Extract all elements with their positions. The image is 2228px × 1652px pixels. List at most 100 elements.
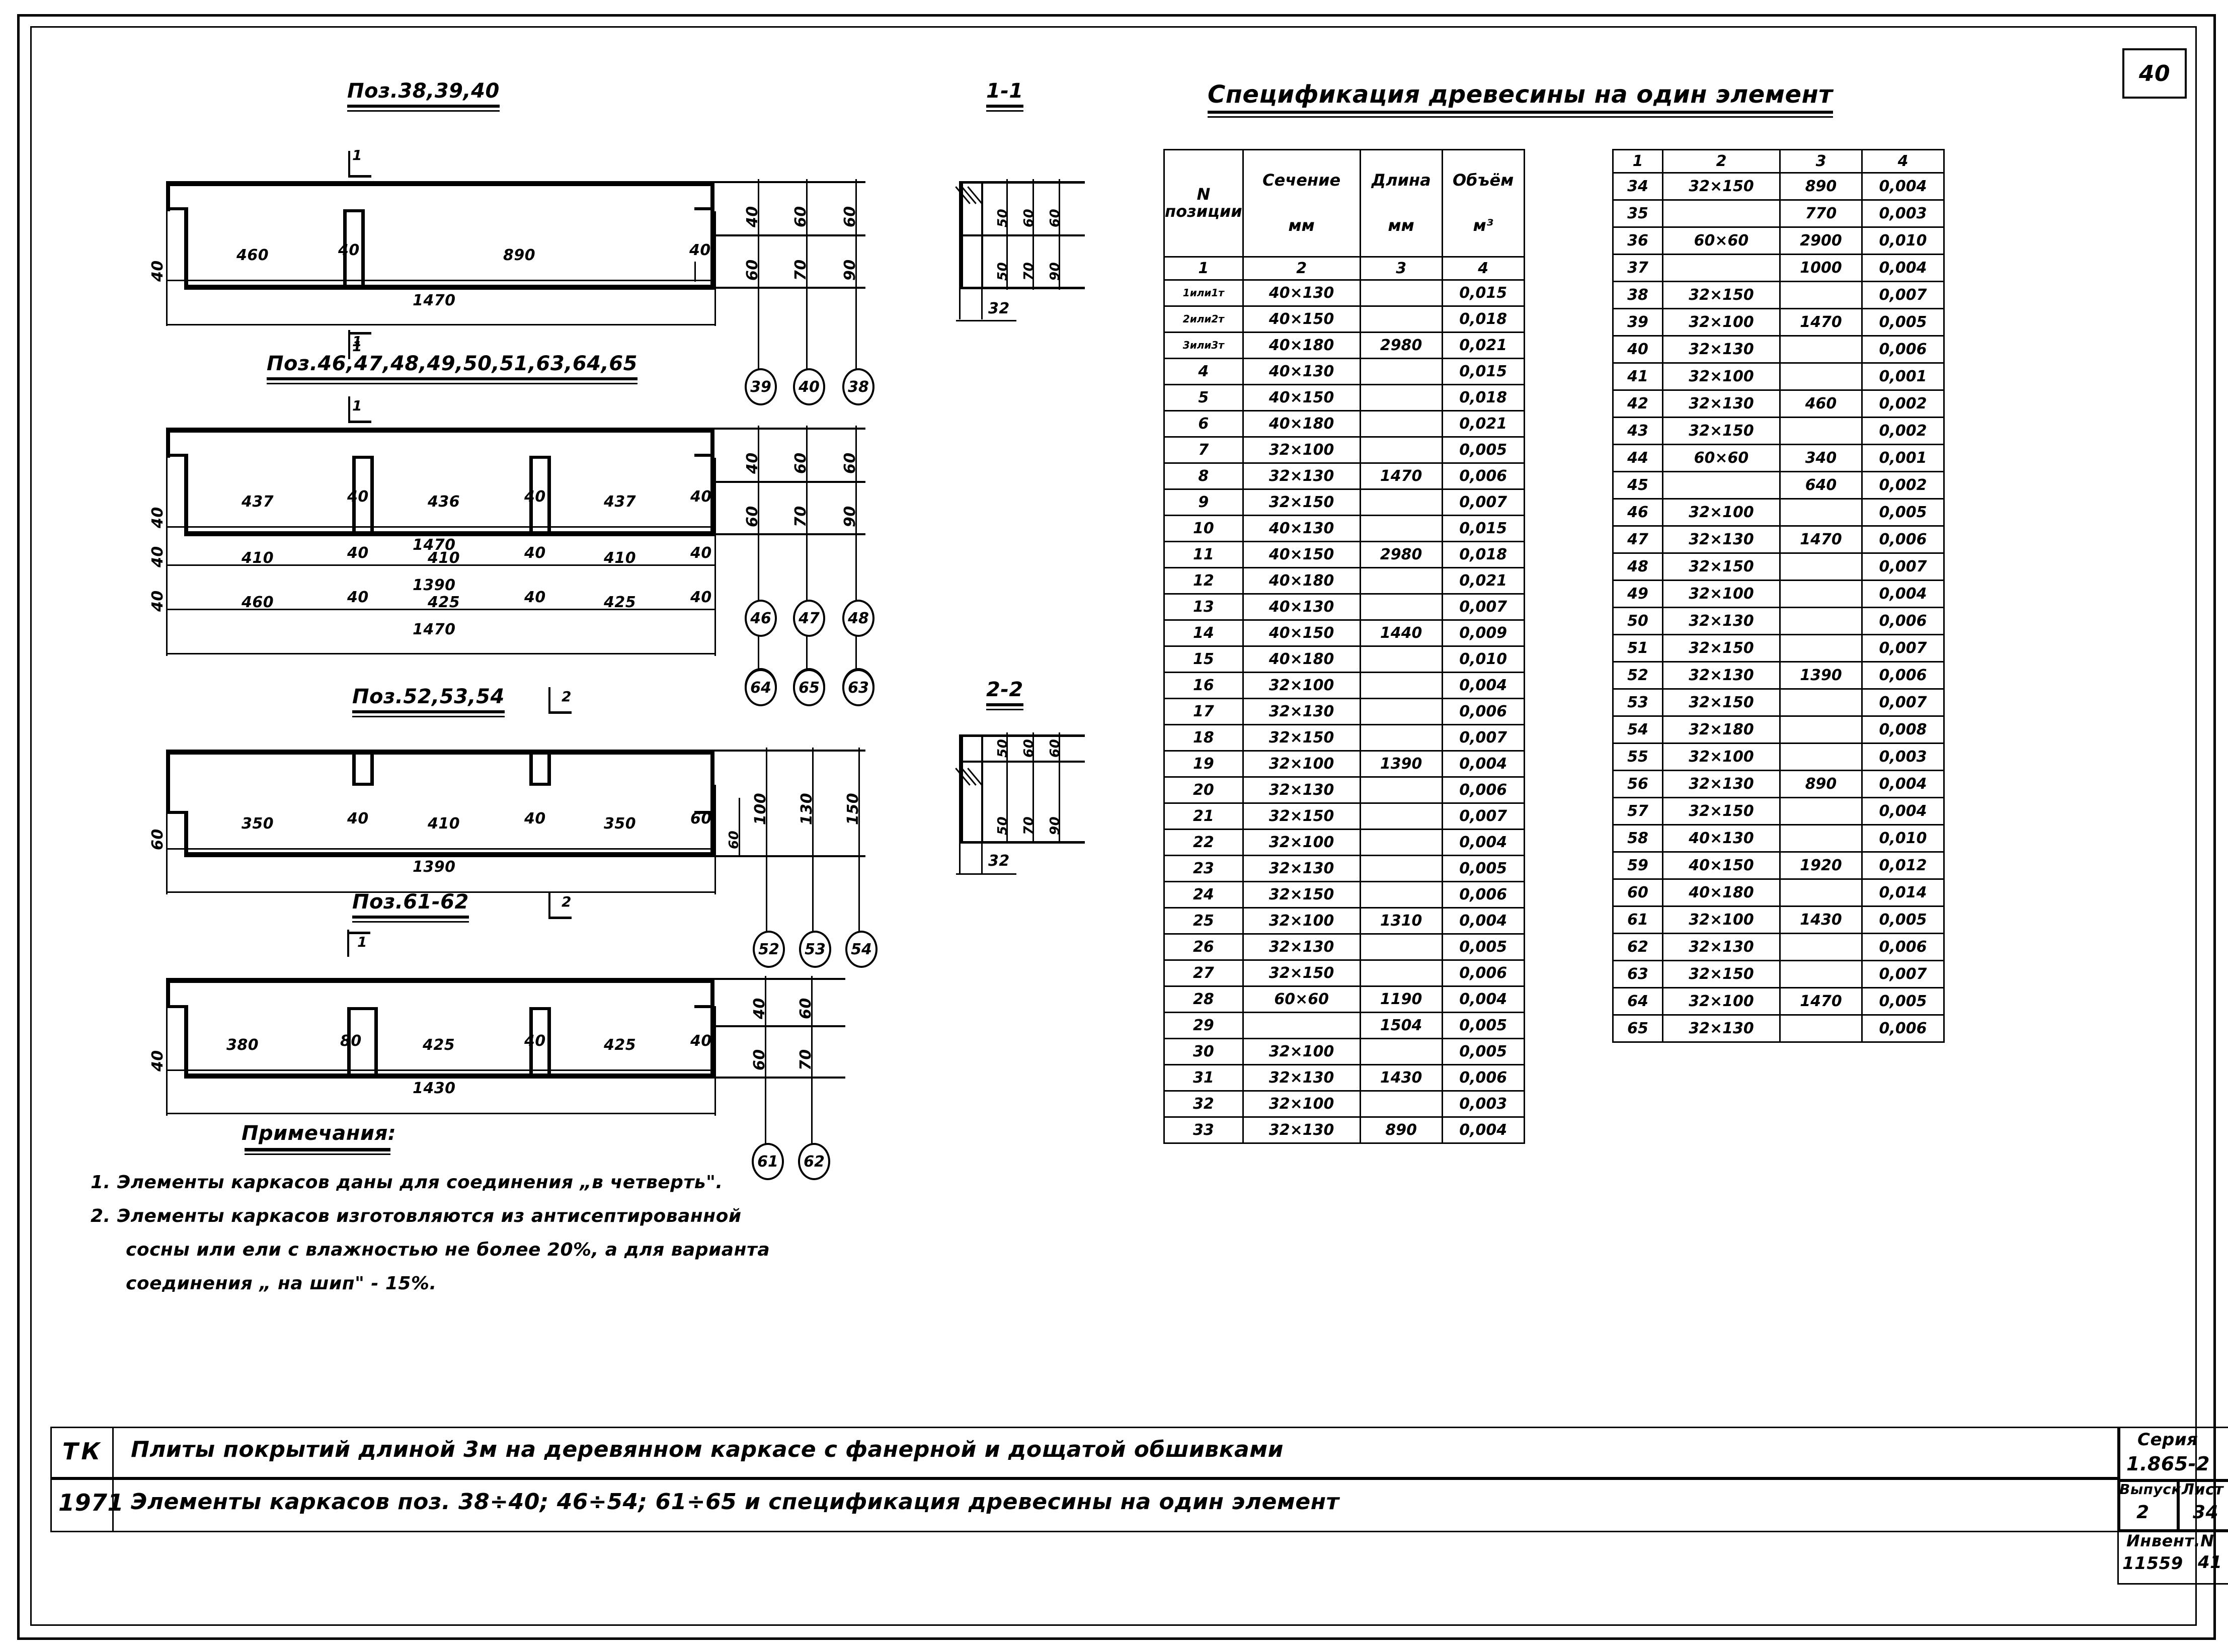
cell-section: 40×180 xyxy=(1662,878,1781,907)
cell-section: 32×150 xyxy=(1242,802,1361,830)
cell-section xyxy=(1662,199,1781,228)
cell-section: 32×130 xyxy=(1662,933,1781,961)
drawing-4-section-mark-top: 2 xyxy=(562,893,572,910)
table-row: 49 32×100 0,004 xyxy=(1612,580,1945,608)
drawing-4-title: Поз.61-62 xyxy=(352,890,469,923)
cell-volume: 0,008 xyxy=(1861,715,1945,744)
cell-pos: 24 xyxy=(1163,881,1244,908)
table-row: 57 32×150 0,004 xyxy=(1612,797,1945,825)
cell-volume: 0,010 xyxy=(1861,226,1945,255)
cell-pos: 56 xyxy=(1612,770,1663,798)
table-row: 52 32×130 1390 0,006 xyxy=(1612,661,1945,690)
spec-table-left: N позиции Сечение мм Длина мм Объём м³ 1… xyxy=(1163,149,1525,1144)
title-block: ТК 1971 Плиты покрытий длиной 3м на дере… xyxy=(50,1427,2228,1593)
table-row: 1или1т 40×130 0,015 xyxy=(1163,279,1525,307)
col-num: 2 xyxy=(1242,256,1361,281)
cell-volume: 0,007 xyxy=(1861,960,1945,988)
cell-volume: 0,007 xyxy=(1861,634,1945,663)
drawing-2-section-mark-bottom: 1 xyxy=(352,397,362,414)
table-row: 48 32×150 0,007 xyxy=(1612,552,1945,581)
table-row: 25 32×100 1310 0,004 xyxy=(1163,907,1525,935)
cell-pos: 58 xyxy=(1612,824,1663,853)
cell-pos: 23 xyxy=(1163,855,1244,882)
balloon: 63 xyxy=(842,669,874,706)
cell-section: 32×130 xyxy=(1242,462,1361,490)
balloon: 62 xyxy=(798,1143,830,1180)
cell-section: 32×130 xyxy=(1662,525,1781,554)
cell-section: 40×150 xyxy=(1242,619,1361,647)
section-1-1-title: 1-1 xyxy=(986,79,1023,112)
cell-volume: 0,002 xyxy=(1861,389,1945,418)
drawing-2-section-mark-top: 1 xyxy=(352,338,362,355)
cell-length xyxy=(1359,672,1443,699)
cell-pos: 12 xyxy=(1163,567,1244,595)
cell-volume: 0,004 xyxy=(1441,907,1525,935)
cell-section: 32×100 xyxy=(1662,580,1781,608)
cell-pos: 49 xyxy=(1612,580,1663,608)
cell-volume: 0,005 xyxy=(1861,498,1945,527)
cell-section: 32×150 xyxy=(1662,281,1781,309)
table-row: 8 32×130 1470 0,006 xyxy=(1163,462,1525,490)
cell-section xyxy=(1662,254,1781,282)
cell-section: 32×100 xyxy=(1662,362,1781,391)
cell-section: 32×150 xyxy=(1662,960,1781,988)
cell-length xyxy=(1359,829,1443,856)
table-row: 35 770 0,003 xyxy=(1612,199,1945,228)
table-row: 13 40×130 0,007 xyxy=(1163,593,1525,621)
cell-volume: 0,018 xyxy=(1441,541,1525,568)
inventory-label: Инвент.N xyxy=(2126,1531,2214,1550)
cell-length xyxy=(1779,362,1863,391)
cell-pos: 25 xyxy=(1163,907,1244,935)
table-row: 61 32×100 1430 0,005 xyxy=(1612,905,1945,934)
cell-section: 32×150 xyxy=(1662,634,1781,663)
table-row: 22 32×100 0,004 xyxy=(1163,829,1525,856)
table-row: 7 32×100 0,005 xyxy=(1163,436,1525,464)
cell-section: 32×150 xyxy=(1242,488,1361,516)
cell-pos: 42 xyxy=(1612,389,1663,418)
cell-volume: 0,004 xyxy=(1441,672,1525,699)
cell-length xyxy=(1779,552,1863,581)
cell-volume: 0,004 xyxy=(1861,580,1945,608)
cell-pos: 32 xyxy=(1163,1090,1244,1118)
cell-pos: 50 xyxy=(1612,607,1663,635)
cell-volume: 0,010 xyxy=(1861,824,1945,853)
cell-volume: 0,005 xyxy=(1441,933,1525,961)
cell-section: 32×100 xyxy=(1242,436,1361,464)
cell-pos: 46 xyxy=(1612,498,1663,527)
col-num: 4 xyxy=(1861,149,1945,174)
table-row: 2или2т 40×150 0,018 xyxy=(1163,305,1525,333)
cell-section: 32×100 xyxy=(1662,498,1781,527)
table-row: 50 32×130 0,006 xyxy=(1612,607,1945,635)
cell-volume: 0,001 xyxy=(1861,362,1945,391)
table-row: 56 32×130 890 0,004 xyxy=(1612,770,1945,798)
cell-length xyxy=(1359,358,1443,385)
cell-section: 60×60 xyxy=(1662,226,1781,255)
cell-pos: 63 xyxy=(1612,960,1663,988)
title-block-line1: Плиты покрытий длиной 3м на деревянном к… xyxy=(131,1437,1284,1462)
cell-length xyxy=(1779,580,1863,608)
cell-volume: 0,004 xyxy=(1441,1116,1525,1144)
cell-length: 1190 xyxy=(1359,985,1443,1013)
cell-length xyxy=(1359,410,1443,438)
cell-volume: 0,006 xyxy=(1861,661,1945,690)
cell-volume: 0,005 xyxy=(1861,905,1945,934)
table-row: 64 32×100 1470 0,005 xyxy=(1612,987,1945,1016)
cell-pos: 4 xyxy=(1163,358,1244,385)
cell-section: 32×100 xyxy=(1242,672,1361,699)
table-row: 4 40×130 0,015 xyxy=(1163,358,1525,385)
page-number-box: 40 xyxy=(2122,48,2187,99)
cell-section: 32×130 xyxy=(1662,335,1781,364)
cell-section: 40×180 xyxy=(1242,645,1361,673)
cell-pos: 10 xyxy=(1163,515,1244,542)
cell-pos: 47 xyxy=(1612,525,1663,554)
cell-length: 340 xyxy=(1779,444,1863,472)
cell-section: 40×150 xyxy=(1662,851,1781,880)
cell-pos: 5 xyxy=(1163,384,1244,411)
cell-section: 32×130 xyxy=(1662,1014,1781,1043)
table-row: 17 32×130 0,006 xyxy=(1163,698,1525,725)
cell-volume: 0,004 xyxy=(1441,750,1525,778)
cell-length: 1000 xyxy=(1779,254,1863,282)
cell-length: 2980 xyxy=(1359,541,1443,568)
cell-pos: 22 xyxy=(1163,829,1244,856)
cell-volume: 0,005 xyxy=(1441,855,1525,882)
